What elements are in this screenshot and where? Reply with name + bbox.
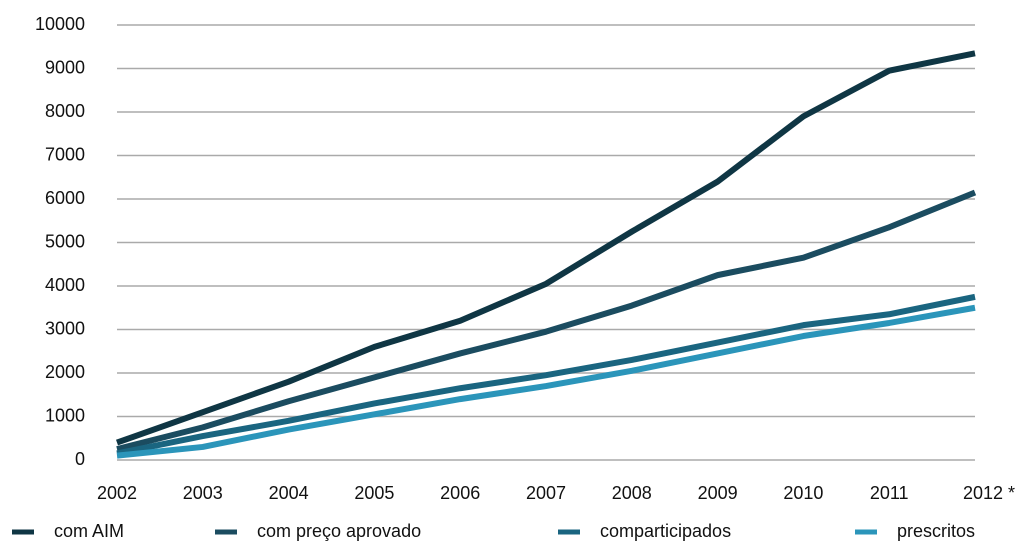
y-tick-label: 4000: [45, 275, 85, 295]
series-line: [116, 189, 977, 453]
legend-label: prescritos: [897, 521, 975, 541]
series-line: [116, 293, 976, 457]
x-tick-label: 2012 *: [963, 483, 1015, 503]
y-tick-label: 0: [75, 449, 85, 469]
x-tick-label: 2009: [698, 483, 738, 503]
y-tick-label: 9000: [45, 57, 85, 77]
y-tick-label: 6000: [45, 188, 85, 208]
y-tick-label: 7000: [45, 144, 85, 164]
series-line: [116, 304, 976, 459]
x-tick-label: 2008: [612, 483, 652, 503]
x-tick-label: 2007: [526, 483, 566, 503]
x-tick-label: 2002: [97, 483, 137, 503]
x-tick-label: 2003: [183, 483, 223, 503]
legend-label: com AIM: [54, 521, 124, 541]
x-tick-label: 2005: [354, 483, 394, 503]
x-tick-label: 2004: [269, 483, 309, 503]
y-tick-label: 8000: [45, 101, 85, 121]
x-tick-label: 2010: [783, 483, 823, 503]
legend-label: comparticipados: [600, 521, 731, 541]
x-tick-label: 2011: [870, 483, 909, 503]
series-line: [115, 50, 976, 446]
y-tick-label: 1000: [45, 405, 85, 425]
y-tick-label: 3000: [45, 318, 85, 338]
y-tick-label: 10000: [35, 14, 85, 34]
x-tick-label: 2006: [440, 483, 480, 503]
y-tick-label: 5000: [45, 231, 85, 251]
y-tick-label: 2000: [45, 362, 85, 382]
legend-label: com preço aprovado: [257, 521, 421, 541]
